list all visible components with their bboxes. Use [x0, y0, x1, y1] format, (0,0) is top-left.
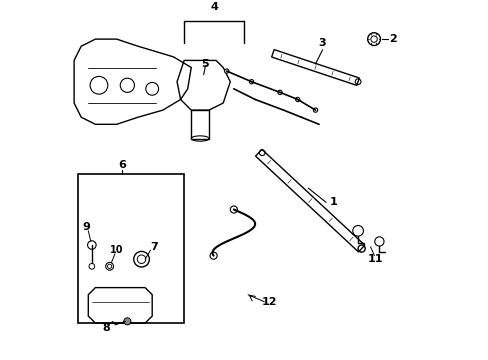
- Text: 6: 6: [118, 160, 126, 170]
- Bar: [78, 174, 184, 323]
- Text: 2: 2: [388, 34, 396, 44]
- Text: 8: 8: [102, 323, 110, 333]
- Text: 7: 7: [150, 242, 158, 252]
- Circle shape: [277, 90, 282, 94]
- Text: 1: 1: [329, 197, 336, 207]
- Text: 9: 9: [82, 222, 90, 232]
- Text: 10: 10: [110, 245, 123, 255]
- Text: 3: 3: [318, 38, 326, 48]
- Circle shape: [224, 69, 228, 73]
- Text: 4: 4: [210, 2, 218, 12]
- Text: 5: 5: [201, 59, 209, 69]
- Text: 11: 11: [367, 254, 383, 264]
- Circle shape: [249, 80, 253, 84]
- Circle shape: [123, 318, 131, 325]
- Circle shape: [313, 108, 317, 112]
- Text: 12: 12: [261, 297, 277, 307]
- Circle shape: [295, 97, 299, 102]
